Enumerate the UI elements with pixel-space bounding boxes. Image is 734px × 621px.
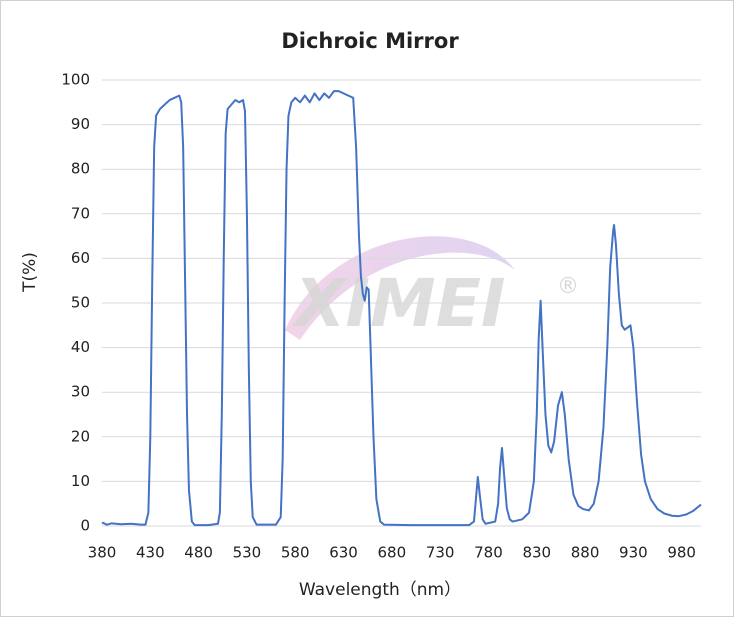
x-tick-label: 430 [136, 544, 165, 562]
y-tick-label: 10 [71, 472, 90, 490]
y-tick-label: 50 [71, 294, 90, 312]
y-tick-label: 40 [71, 338, 90, 356]
x-tick-label: 680 [378, 544, 407, 562]
y-axis-label: T(%) [20, 252, 40, 293]
x-tick-label: 480 [184, 544, 213, 562]
y-tick-label: 80 [71, 160, 90, 178]
x-tick-label: 380 [88, 544, 117, 562]
x-tick-label: 780 [474, 544, 503, 562]
x-tick-label: 930 [619, 544, 648, 562]
x-tick-label: 630 [329, 544, 358, 562]
y-tick-label: 30 [71, 383, 90, 401]
watermark: XIMEI [291, 265, 506, 342]
chart-title: Dichroic Mirror [281, 29, 459, 53]
data-line [101, 90, 702, 527]
watermark-symbol: ® [557, 274, 579, 299]
y-tick-label: 100 [61, 71, 90, 89]
y-tick-label: 70 [71, 204, 90, 222]
x-tick-label: 830 [522, 544, 551, 562]
watermark-swoosh [285, 236, 515, 340]
x-tick-label: 980 [667, 544, 696, 562]
x-tick-label: 880 [571, 544, 600, 562]
x-tick-label: 730 [426, 544, 455, 562]
y-tick-label: 60 [71, 249, 90, 267]
y-tick-label: 90 [71, 115, 90, 133]
x-tick-label: 580 [281, 544, 310, 562]
y-tick-label: 0 [80, 517, 90, 535]
x-tick-label: 530 [233, 544, 262, 562]
x-axis-label: Wavelength（nm） [299, 580, 461, 600]
y-tick-label: 20 [71, 427, 90, 445]
